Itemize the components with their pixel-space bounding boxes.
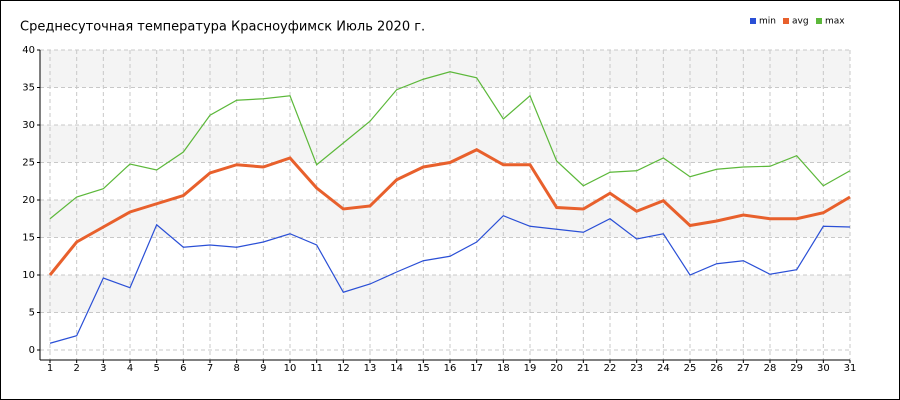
y-tick-label: 25 [22,158,35,169]
x-tick-label: 17 [470,363,483,374]
x-tick-label: 11 [310,363,323,374]
x-tick-label: 3 [100,363,106,374]
x-tick-label: 15 [417,363,430,374]
band [40,50,850,88]
series-line [49,215,851,344]
x-tick-label: 10 [284,363,297,374]
x-tick-label: 28 [764,363,777,374]
legend-label: avg [792,17,809,27]
x-tick-label: 21 [577,363,590,374]
x-tick-label: 20 [550,363,563,374]
x-tick-label: 12 [337,363,350,374]
legend: min avg max [750,17,845,27]
x-tick-label: 26 [710,363,723,374]
x-tick-label: 14 [390,363,403,374]
legend-swatch [816,18,822,24]
x-tick-label: 19 [524,363,537,374]
band [40,275,850,313]
x-tick-label: 2 [73,363,79,374]
legend-label: max [825,17,845,27]
x-tick-label: 30 [817,363,830,374]
x-tick-label: 23 [630,363,643,374]
x-tick-label: 27 [737,363,750,374]
background-bands [40,50,850,313]
x-tick-label: 24 [657,363,670,374]
y-tick-label: 35 [22,83,35,94]
x-tick-label: 29 [790,363,803,374]
y-tick-label: 10 [22,270,35,281]
series-line [48,148,851,276]
x-tick-label: 1 [47,363,53,374]
x-tick-label: 6 [180,363,186,374]
legend-swatch [783,18,789,24]
x-tick-label: 13 [364,363,377,374]
x-tick-label: 5 [153,363,159,374]
x-tick-label: 22 [604,363,617,374]
series-line [49,71,851,220]
y-tick-label: 30 [22,120,35,131]
lines [48,71,851,344]
x-tick-label: 25 [684,363,697,374]
band [40,200,850,238]
x-tick-label: 7 [207,363,213,374]
y-tick-label: 0 [29,345,35,356]
y-tick-label: 20 [22,195,35,206]
x-tick-label: 9 [260,363,266,374]
x-tick-label: 18 [497,363,510,374]
x-tick-label: 8 [233,363,239,374]
x-tick-label: 31 [844,363,857,374]
legend-swatch [750,18,756,24]
legend-label: min [759,17,776,27]
y-tick-label: 40 [22,45,35,56]
band [40,125,850,163]
chart-title: Среднесуточная температура Красноуфимск … [20,20,425,35]
y-tick-label: 5 [29,308,35,319]
y-tick-label: 15 [22,233,35,244]
x-tick-label: 16 [444,363,457,374]
x-tick-label: 4 [127,363,133,374]
